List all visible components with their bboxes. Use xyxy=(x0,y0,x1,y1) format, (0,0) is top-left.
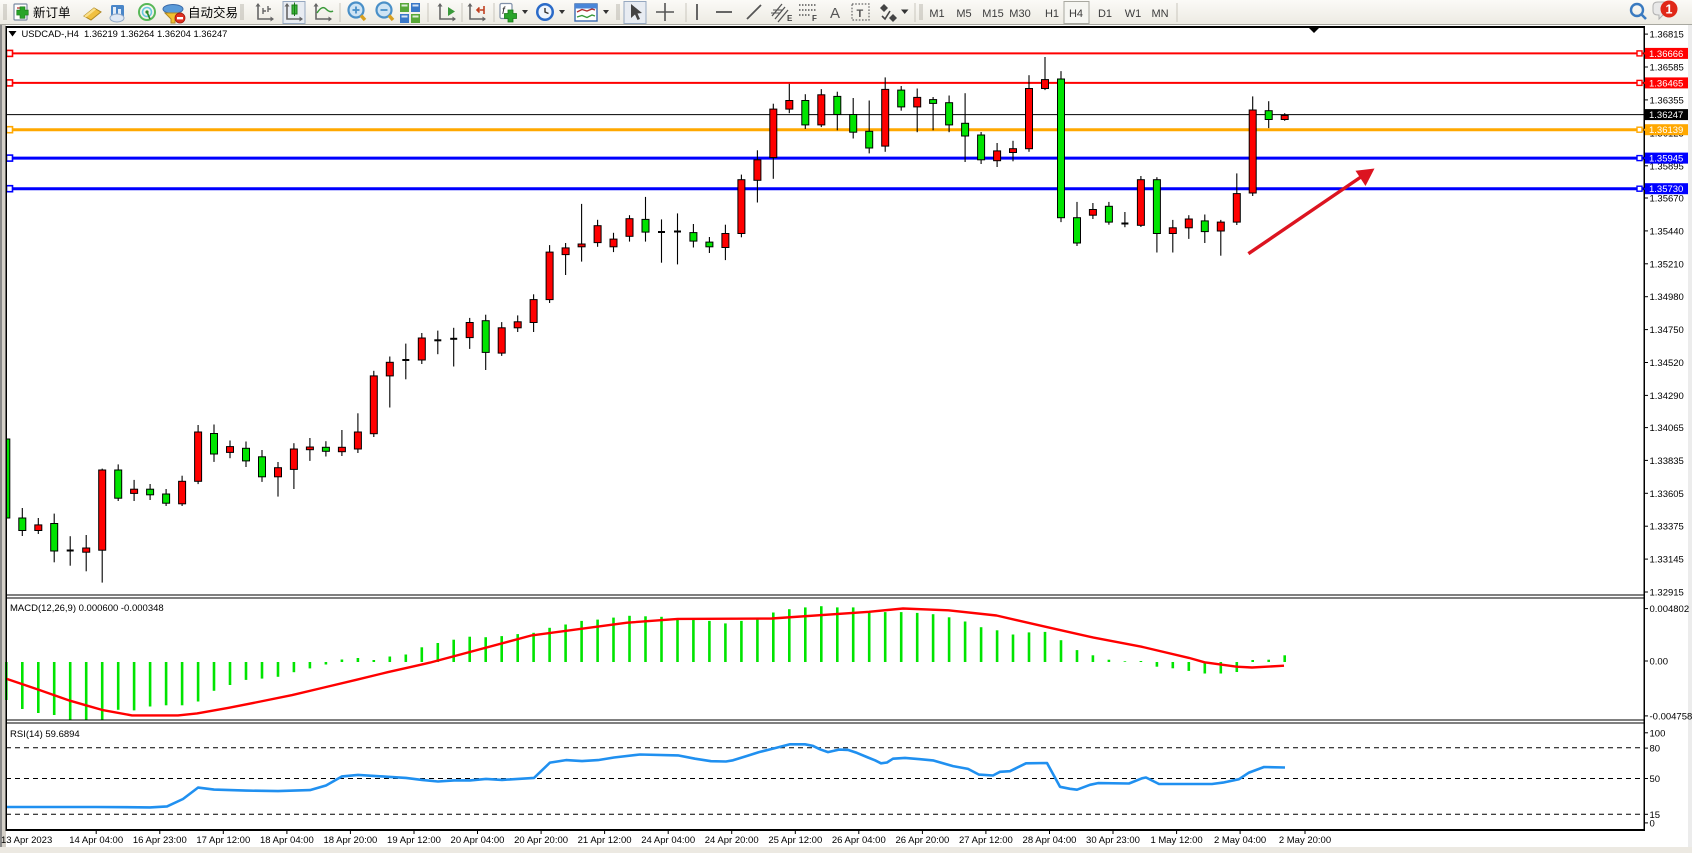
svg-text:1 May 12:00: 1 May 12:00 xyxy=(1150,835,1202,846)
svg-text:1.36139: 1.36139 xyxy=(1649,125,1683,136)
svg-text:20 Apr 20:00: 20 Apr 20:00 xyxy=(514,835,568,846)
svg-text:1.36585: 1.36585 xyxy=(1650,63,1684,74)
svg-text:1.35670: 1.35670 xyxy=(1650,194,1684,205)
svg-text:0.00: 0.00 xyxy=(1650,657,1669,668)
svg-text:18 Apr 20:00: 18 Apr 20:00 xyxy=(323,835,377,846)
svg-text:1.33375: 1.33375 xyxy=(1650,522,1684,533)
svg-text:M1: M1 xyxy=(929,8,944,20)
svg-text:新订单: 新订单 xyxy=(33,5,71,20)
svg-text:M15: M15 xyxy=(982,8,1003,20)
svg-text:H4: H4 xyxy=(1069,8,1083,20)
svg-text:15: 15 xyxy=(1650,810,1661,821)
svg-text:1.35440: 1.35440 xyxy=(1650,226,1684,237)
svg-text:f: f xyxy=(502,6,506,17)
svg-text:50: 50 xyxy=(1650,774,1661,785)
svg-text:25 Apr 12:00: 25 Apr 12:00 xyxy=(768,835,822,846)
svg-text:18 Apr 04:00: 18 Apr 04:00 xyxy=(260,835,314,846)
svg-text:1.36355: 1.36355 xyxy=(1650,95,1684,106)
svg-text:H1: H1 xyxy=(1045,8,1059,20)
svg-text:13 Apr 2023: 13 Apr 2023 xyxy=(1,835,52,846)
svg-text:A: A xyxy=(830,5,840,22)
svg-text:D1: D1 xyxy=(1098,8,1112,20)
svg-text:26 Apr 20:00: 26 Apr 20:00 xyxy=(895,835,949,846)
svg-text:RSI(14) 59.6894: RSI(14) 59.6894 xyxy=(10,729,80,740)
svg-text:2 May 20:00: 2 May 20:00 xyxy=(1279,835,1331,846)
svg-text:USDCAD-,H4 1.36219 1.36264 1.: USDCAD-,H4 1.36219 1.36264 1.36204 1.362… xyxy=(22,28,228,39)
svg-text:14 Apr 04:00: 14 Apr 04:00 xyxy=(69,835,123,846)
svg-text:1.34520: 1.34520 xyxy=(1650,358,1684,369)
svg-text:21 Apr 12:00: 21 Apr 12:00 xyxy=(578,835,632,846)
svg-text:1: 1 xyxy=(1666,3,1673,17)
svg-text:1.32915: 1.32915 xyxy=(1650,588,1684,599)
svg-text:1.35895: 1.35895 xyxy=(1650,161,1684,172)
svg-text:26 Apr 04:00: 26 Apr 04:00 xyxy=(832,835,886,846)
svg-text:MN: MN xyxy=(1151,8,1168,20)
svg-text:M5: M5 xyxy=(956,8,971,20)
svg-text:28 Apr 04:00: 28 Apr 04:00 xyxy=(1023,835,1077,846)
svg-text:E: E xyxy=(787,14,793,23)
svg-text:19 Apr 12:00: 19 Apr 12:00 xyxy=(387,835,441,846)
svg-text:T: T xyxy=(857,8,864,20)
svg-text:F: F xyxy=(812,14,817,23)
svg-text:自动交易: 自动交易 xyxy=(188,5,238,20)
svg-text:1.36666: 1.36666 xyxy=(1649,49,1683,60)
svg-text:100: 100 xyxy=(1650,728,1666,739)
svg-text:1.36465: 1.36465 xyxy=(1649,78,1683,89)
svg-text:24 Apr 04:00: 24 Apr 04:00 xyxy=(641,835,695,846)
svg-text:1.34980: 1.34980 xyxy=(1650,292,1684,303)
svg-text:1.36247: 1.36247 xyxy=(1649,110,1683,121)
svg-text:-0.004758: -0.004758 xyxy=(1650,711,1692,722)
svg-text:1.33605: 1.33605 xyxy=(1650,489,1684,500)
svg-text:1.35730: 1.35730 xyxy=(1649,184,1683,195)
svg-text:0: 0 xyxy=(1650,818,1655,829)
svg-text:27 Apr 12:00: 27 Apr 12:00 xyxy=(959,835,1013,846)
svg-text:20 Apr 04:00: 20 Apr 04:00 xyxy=(451,835,505,846)
svg-text:17 Apr 12:00: 17 Apr 12:00 xyxy=(196,835,250,846)
svg-text:1.34750: 1.34750 xyxy=(1650,325,1684,336)
svg-text:M30: M30 xyxy=(1009,8,1030,20)
svg-text:MACD(12,26,9) 0.000600 -0.0003: MACD(12,26,9) 0.000600 -0.000348 xyxy=(10,603,164,614)
svg-text:W1: W1 xyxy=(1125,8,1142,20)
svg-text:1.34290: 1.34290 xyxy=(1650,391,1684,402)
svg-text:1.35210: 1.35210 xyxy=(1650,259,1684,270)
svg-text:1.35945: 1.35945 xyxy=(1649,154,1683,165)
svg-text:1.33145: 1.33145 xyxy=(1650,555,1684,566)
svg-text:80: 80 xyxy=(1650,744,1661,755)
svg-text:0.004802: 0.004802 xyxy=(1650,604,1690,615)
svg-text:1.33835: 1.33835 xyxy=(1650,456,1684,467)
svg-text:1.36815: 1.36815 xyxy=(1650,30,1684,41)
svg-text:30 Apr 23:00: 30 Apr 23:00 xyxy=(1086,835,1140,846)
svg-text:16 Apr 23:00: 16 Apr 23:00 xyxy=(133,835,187,846)
svg-text:2 May 04:00: 2 May 04:00 xyxy=(1214,835,1266,846)
svg-text:1.34065: 1.34065 xyxy=(1650,423,1684,434)
svg-text:24 Apr 20:00: 24 Apr 20:00 xyxy=(705,835,759,846)
